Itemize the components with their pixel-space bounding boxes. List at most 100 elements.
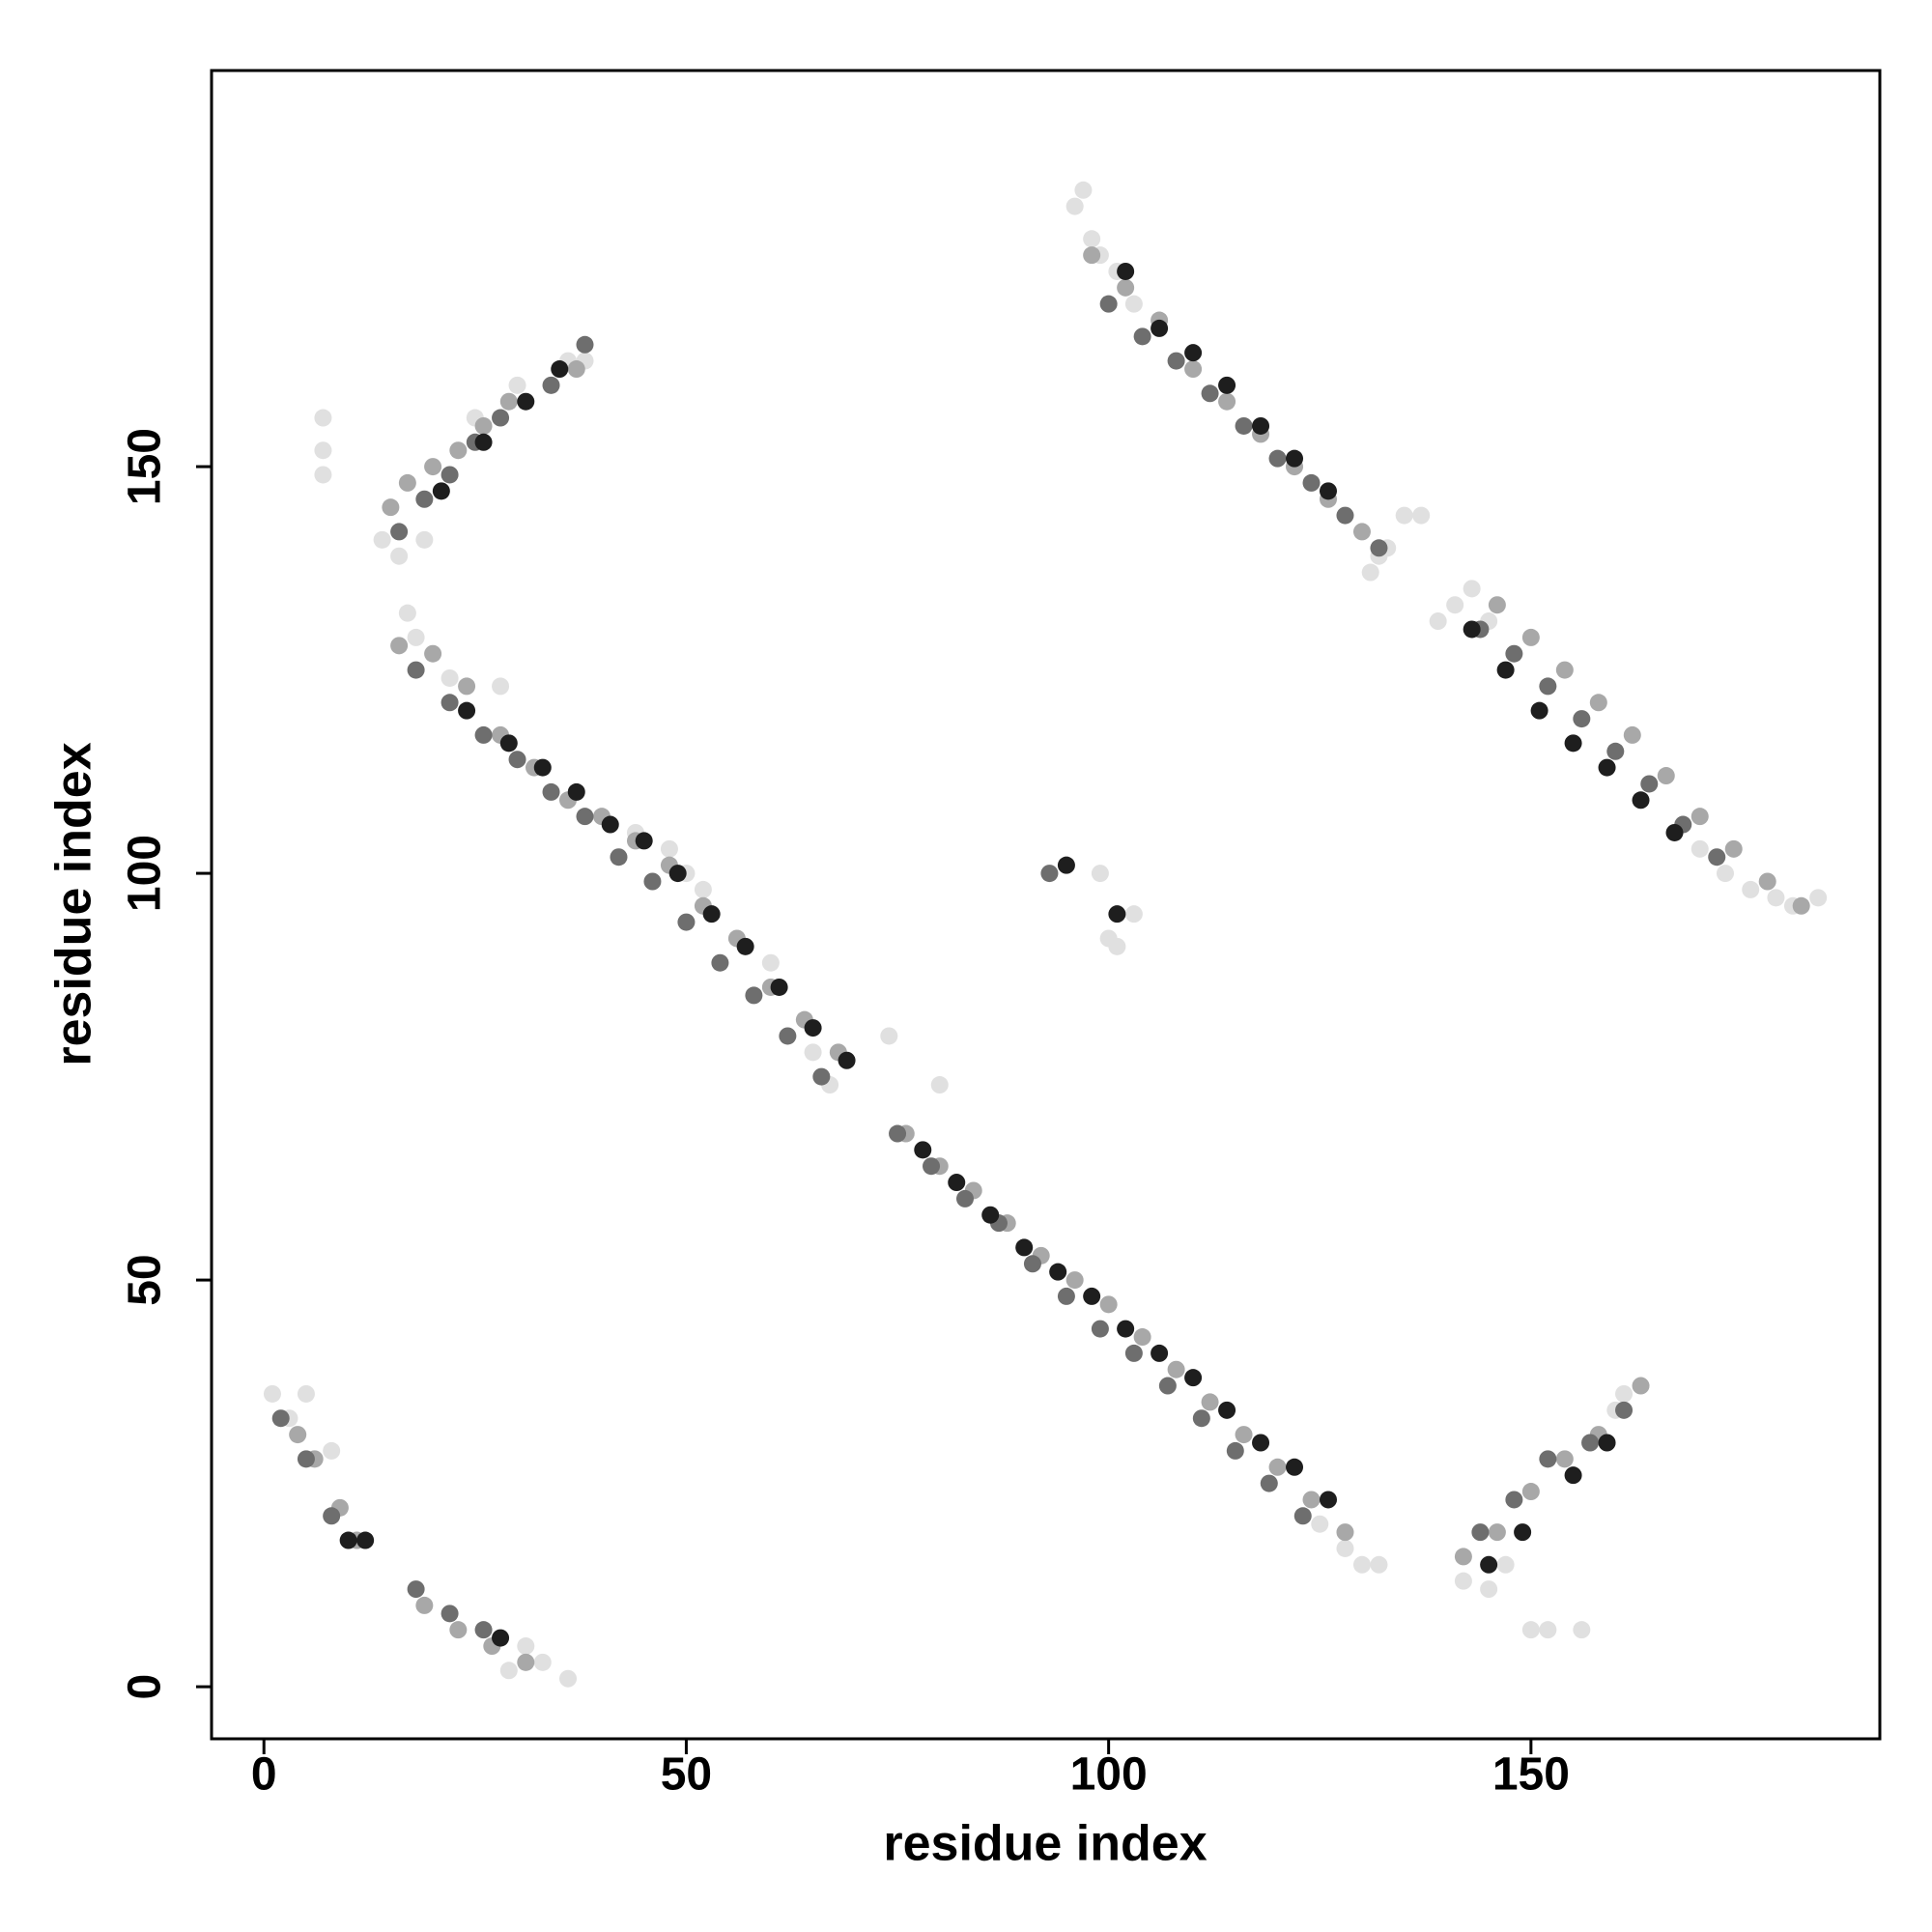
point — [981, 1206, 1000, 1224]
point — [398, 604, 416, 622]
point — [1184, 360, 1203, 379]
point — [1657, 767, 1675, 785]
point — [1065, 197, 1084, 215]
point — [1598, 1434, 1616, 1452]
point — [677, 913, 696, 931]
point — [314, 466, 332, 484]
point — [1311, 1515, 1329, 1533]
point — [339, 1531, 357, 1549]
point — [1336, 1523, 1354, 1542]
point — [1809, 889, 1828, 907]
point — [407, 628, 425, 646]
point — [1083, 246, 1101, 265]
point — [1083, 1287, 1101, 1305]
point — [880, 1027, 898, 1045]
point — [1792, 896, 1810, 915]
point — [1235, 1426, 1253, 1444]
point — [407, 661, 425, 679]
point — [567, 360, 585, 379]
point — [1555, 661, 1574, 679]
point — [474, 416, 493, 435]
point — [1319, 482, 1337, 500]
point — [1049, 1263, 1067, 1281]
point — [415, 490, 434, 508]
point — [449, 441, 468, 460]
point — [1108, 937, 1126, 955]
point — [1184, 1369, 1203, 1387]
point — [1099, 295, 1118, 313]
point — [1124, 1344, 1143, 1362]
point — [1370, 1555, 1388, 1574]
point — [1293, 1507, 1312, 1525]
point — [1471, 1523, 1490, 1542]
point — [1480, 1555, 1498, 1574]
point — [1352, 1555, 1371, 1574]
point — [263, 1384, 281, 1403]
point — [517, 392, 535, 411]
point — [1555, 1450, 1574, 1468]
point — [1708, 848, 1726, 867]
point — [1505, 644, 1523, 663]
point — [1615, 1401, 1634, 1419]
point — [889, 1124, 907, 1143]
x-axis-label: residue index — [883, 1816, 1207, 1872]
point — [1352, 523, 1371, 541]
point — [1429, 612, 1447, 631]
point — [1057, 856, 1075, 874]
point — [415, 1596, 434, 1614]
point — [1454, 1572, 1472, 1590]
point — [1083, 230, 1101, 248]
y-axis-label: residue index — [46, 742, 102, 1065]
y-tick-label: 50 — [120, 1254, 171, 1305]
point — [1117, 1320, 1135, 1338]
point — [474, 1621, 493, 1639]
point — [1117, 278, 1135, 297]
point — [1606, 742, 1625, 760]
point — [492, 677, 510, 696]
point — [1690, 808, 1709, 826]
point — [356, 1531, 375, 1549]
point — [1040, 865, 1059, 883]
point — [297, 1450, 315, 1468]
point — [1488, 1523, 1506, 1542]
point — [1573, 1621, 1591, 1639]
point — [1074, 181, 1093, 199]
point — [1319, 1491, 1337, 1509]
point — [660, 839, 678, 858]
point — [610, 848, 628, 867]
point — [1286, 1458, 1304, 1476]
point — [499, 392, 518, 411]
point — [1158, 1377, 1177, 1395]
point — [1192, 1409, 1210, 1428]
point — [440, 668, 459, 687]
point — [601, 815, 619, 834]
point — [1336, 506, 1354, 525]
point — [424, 458, 442, 476]
point — [1091, 1320, 1109, 1338]
point — [1268, 1458, 1287, 1476]
point — [1124, 295, 1143, 313]
point — [1623, 725, 1641, 744]
point — [1589, 694, 1607, 712]
point — [930, 1076, 949, 1094]
point — [1117, 262, 1135, 280]
point — [736, 937, 754, 955]
point — [923, 1157, 941, 1176]
point — [1218, 1401, 1236, 1419]
point — [1463, 580, 1481, 598]
point — [533, 1653, 552, 1671]
point — [804, 1043, 822, 1062]
x-tick-label: 100 — [1070, 1749, 1148, 1801]
point — [390, 523, 409, 541]
point — [1690, 839, 1709, 858]
plot-frame — [210, 69, 1882, 1741]
point — [1201, 1393, 1219, 1411]
point — [779, 1027, 797, 1045]
point — [1505, 1491, 1523, 1509]
point — [1615, 1384, 1634, 1403]
point — [1302, 1491, 1321, 1509]
point — [576, 335, 594, 354]
point — [1463, 620, 1481, 639]
point — [1336, 1539, 1354, 1557]
point — [559, 1669, 578, 1688]
